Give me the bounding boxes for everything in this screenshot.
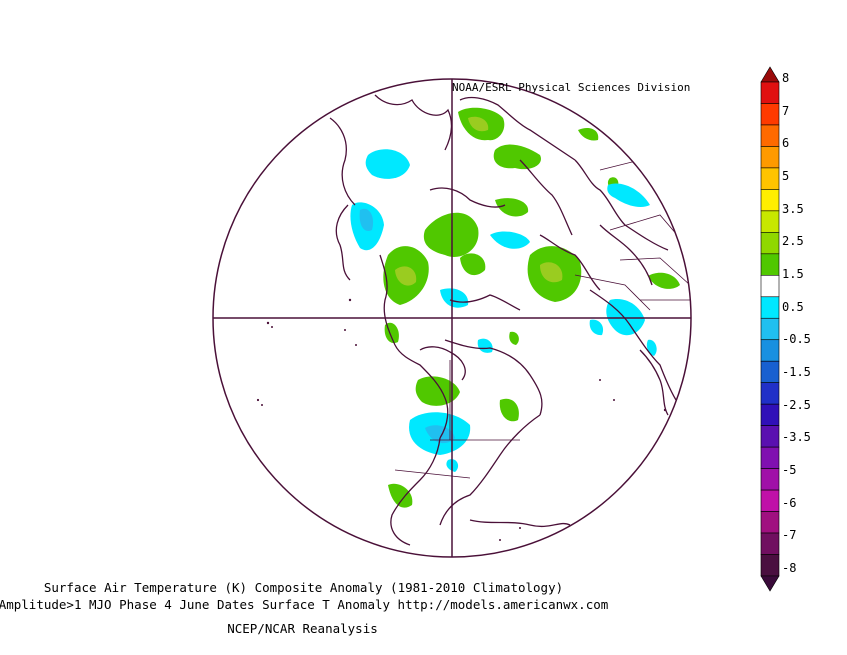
anomaly-warm-core-atlantic <box>468 116 489 132</box>
anomaly-cold-barents <box>490 231 530 249</box>
anomaly-warm-greenland-sea <box>493 144 541 170</box>
anomaly-cold-canada <box>477 338 493 353</box>
colorbar-label: -2.5 <box>782 397 811 412</box>
islands <box>256 298 667 541</box>
anomaly-cold-siberia <box>607 183 650 208</box>
anomaly-warm-africa <box>648 272 680 289</box>
colorbar-swatch <box>760 532 780 555</box>
anomaly-cold-pacific-east <box>646 339 657 356</box>
colorbar-swatch <box>760 275 780 298</box>
colorbar-swatch <box>760 468 780 491</box>
colorbar-swatch <box>760 360 780 383</box>
anomaly-cold-core-us <box>425 425 455 444</box>
colorbar-swatch <box>760 511 780 534</box>
anomaly-warm-canada <box>415 376 460 406</box>
caption-subtitle: Amplitude>1 MJO Phase 4 June Dates Surfa… <box>0 597 609 612</box>
colorbar-swatch <box>760 232 780 255</box>
anomaly-cold-pacific <box>589 319 604 336</box>
caption-source: NCEP/NCAR Reanalysis <box>227 621 378 636</box>
colorbar-label: -7 <box>782 528 797 543</box>
colorbar-label: 3.5 <box>782 201 804 216</box>
anomaly-cold-northwest <box>365 149 410 179</box>
warm-anomaly-cores <box>395 116 563 286</box>
colorbar-label: -3.5 <box>782 430 811 445</box>
anomaly-cold-pole <box>440 288 469 308</box>
colorbar <box>760 66 780 592</box>
credit-text: NOAA/ESRL Physical Sciences Division <box>452 81 691 94</box>
colorbar-label: -8 <box>782 561 797 575</box>
colorbar-label: 7 <box>782 103 790 118</box>
colorbar-label: 8 <box>782 71 790 85</box>
colorbar-label: -6 <box>782 495 797 510</box>
colorbar-swatch <box>760 382 780 405</box>
colorbar-swatch <box>760 425 780 448</box>
colorbar-swatch <box>760 124 780 147</box>
colorbar-label: 5 <box>782 169 790 183</box>
colorbar-swatch <box>760 103 780 126</box>
anomaly-warm-scandinavia <box>578 128 599 141</box>
anomaly-cold-core-west <box>359 208 374 231</box>
anomaly-warm-core-europe <box>540 262 563 283</box>
colorbar-swatch <box>760 554 780 577</box>
colorbar-label: 0.5 <box>782 299 804 314</box>
anomaly-warm-labrador <box>499 398 519 422</box>
colorbar-swatch <box>760 489 780 512</box>
colorbar-top-arrow <box>760 66 780 83</box>
colorbar-swatch <box>760 167 780 190</box>
colorbar-label: -1.5 <box>782 365 811 379</box>
colorbar-label: 2.5 <box>782 234 804 249</box>
colorbar-swatch <box>760 317 780 341</box>
cold-anomaly-areas <box>350 149 657 472</box>
caption-title: Surface Air Temperature (K) Composite An… <box>43 580 564 595</box>
anomaly-warm-arctic-center <box>423 212 479 257</box>
cold-anomaly-cores <box>359 208 455 444</box>
anomaly-warm-kara <box>460 253 486 276</box>
anomaly-cold-asia <box>606 299 645 336</box>
anomaly-warm-mexico <box>388 483 413 508</box>
anomaly-warm-hudson <box>509 331 519 345</box>
anomaly-warm-core-siberia <box>395 266 417 286</box>
colorbar-swatch <box>760 296 780 319</box>
colorbar-swatch <box>760 403 780 426</box>
colorbar-label: 1.5 <box>782 267 804 281</box>
colorbar-label: 6 <box>782 136 790 151</box>
colorbar-swatch <box>760 146 780 169</box>
colorbar-swatch <box>760 81 780 104</box>
colorbar-swatch <box>760 253 780 276</box>
anomaly-warm-barents <box>495 198 529 217</box>
colorbar-swatch <box>760 210 780 233</box>
colorbar-swatch <box>760 339 780 362</box>
colorbar-swatch <box>760 189 780 212</box>
colorbar-bottom-arrow <box>760 575 780 592</box>
map-boundary <box>212 78 692 558</box>
colorbar-label: -5 <box>782 463 797 477</box>
colorbar-label: -0.5 <box>782 332 811 347</box>
colorbar-swatch <box>760 446 780 469</box>
